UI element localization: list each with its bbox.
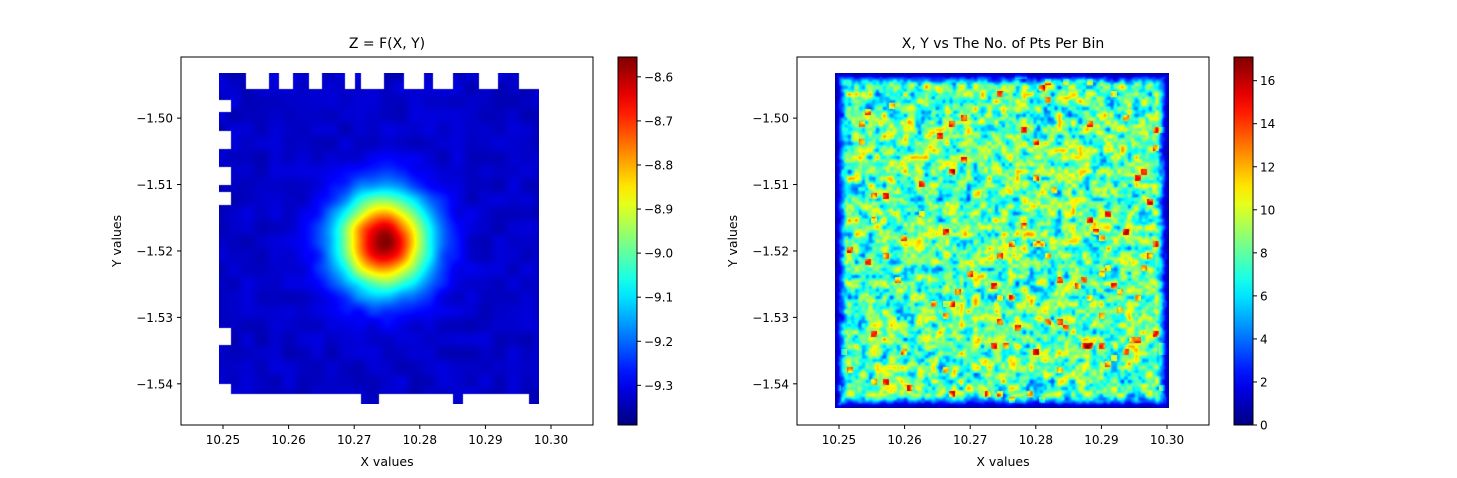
colorbar-tick-label: −8.6: [644, 70, 673, 84]
y-tick-label: −1.52: [752, 244, 789, 258]
y-tick-label: −1.51: [752, 178, 789, 192]
colorbar-tick-label: −9.2: [644, 335, 673, 349]
colorbar-tick-label: 12: [1260, 160, 1275, 174]
colorbar-gradient: [1233, 56, 1254, 426]
y-tick-label: −1.53: [136, 311, 173, 325]
colorbar-tick-label: 4: [1260, 332, 1268, 346]
colorbar-tick-label: −8.9: [644, 203, 673, 217]
x-tick-label: 10.30: [1150, 433, 1184, 447]
x-tick-label: 10.27: [953, 433, 987, 447]
heatmap-image: [219, 73, 539, 404]
colorbar-tick-label: 10: [1260, 203, 1275, 217]
y-tick-label: −1.54: [752, 377, 789, 391]
y-tick-label: −1.53: [752, 311, 789, 325]
x-tick-label: 10.30: [534, 433, 568, 447]
y-axis-label: Y values: [725, 215, 740, 268]
x-tick-label: 10.29: [468, 433, 502, 447]
chart-title: X, Y vs The No. of Pts Per Bin: [902, 36, 1104, 52]
colorbar-tick-label: 2: [1260, 375, 1268, 389]
heatmap-image: [835, 73, 1169, 408]
colorbar-tick-label: −9.0: [644, 247, 673, 261]
chart-panel-2: 10.25 10.26 10.27 10.28 10.29 10.30 −1.50 −1.51…: [725, 36, 1275, 469]
colorbar-tick-label: 14: [1260, 117, 1275, 131]
x-tick-label: 10.25: [822, 433, 856, 447]
y-tick-label: −1.51: [136, 178, 173, 192]
x-tick-label: 10.26: [271, 433, 305, 447]
y-tick-label: −1.54: [136, 377, 173, 391]
colorbar-gradient: [617, 56, 638, 426]
colorbar-tick-label: −9.3: [644, 379, 673, 393]
colorbar-tick-label: −9.1: [644, 291, 673, 305]
colorbar-tick-label: 16: [1260, 74, 1275, 88]
x-axis-label: X values: [976, 454, 1029, 469]
x-tick-label: 10.28: [403, 433, 437, 447]
x-axis-label: X values: [360, 454, 413, 469]
x-tick-label: 10.26: [887, 433, 921, 447]
chart-panel-1: 10.25 10.26 10.27 10.28 10.29 10.30 −1.50 −1.51…: [109, 36, 673, 469]
colorbar-tick-label: −8.8: [644, 158, 673, 172]
chart-title: Z = F(X, Y): [349, 36, 425, 52]
x-tick-label: 10.27: [337, 433, 371, 447]
colorbar: −8.6 −8.7 −8.8 −8.9 −9.0 −9.1 −9.2 −9.3: [617, 56, 673, 426]
x-tick-label: 10.25: [206, 433, 240, 447]
y-axis-label: Y values: [109, 215, 124, 268]
x-tick-label: 10.28: [1019, 433, 1053, 447]
y-tick-label: −1.50: [752, 112, 789, 126]
colorbar-tick-label: −8.7: [644, 114, 673, 128]
colorbar-tick-label: 8: [1260, 246, 1268, 260]
axes-frame: [180, 56, 594, 426]
colorbar-tick-label: 6: [1260, 289, 1268, 303]
colorbar: 0 2 4 6 8 10 12 14 16: [1233, 56, 1275, 433]
y-tick-label: −1.52: [136, 244, 173, 258]
x-tick-label: 10.29: [1084, 433, 1118, 447]
axes-frame: [796, 56, 1210, 426]
colorbar-tick-label: 0: [1260, 419, 1268, 433]
y-tick-label: −1.50: [136, 112, 173, 126]
